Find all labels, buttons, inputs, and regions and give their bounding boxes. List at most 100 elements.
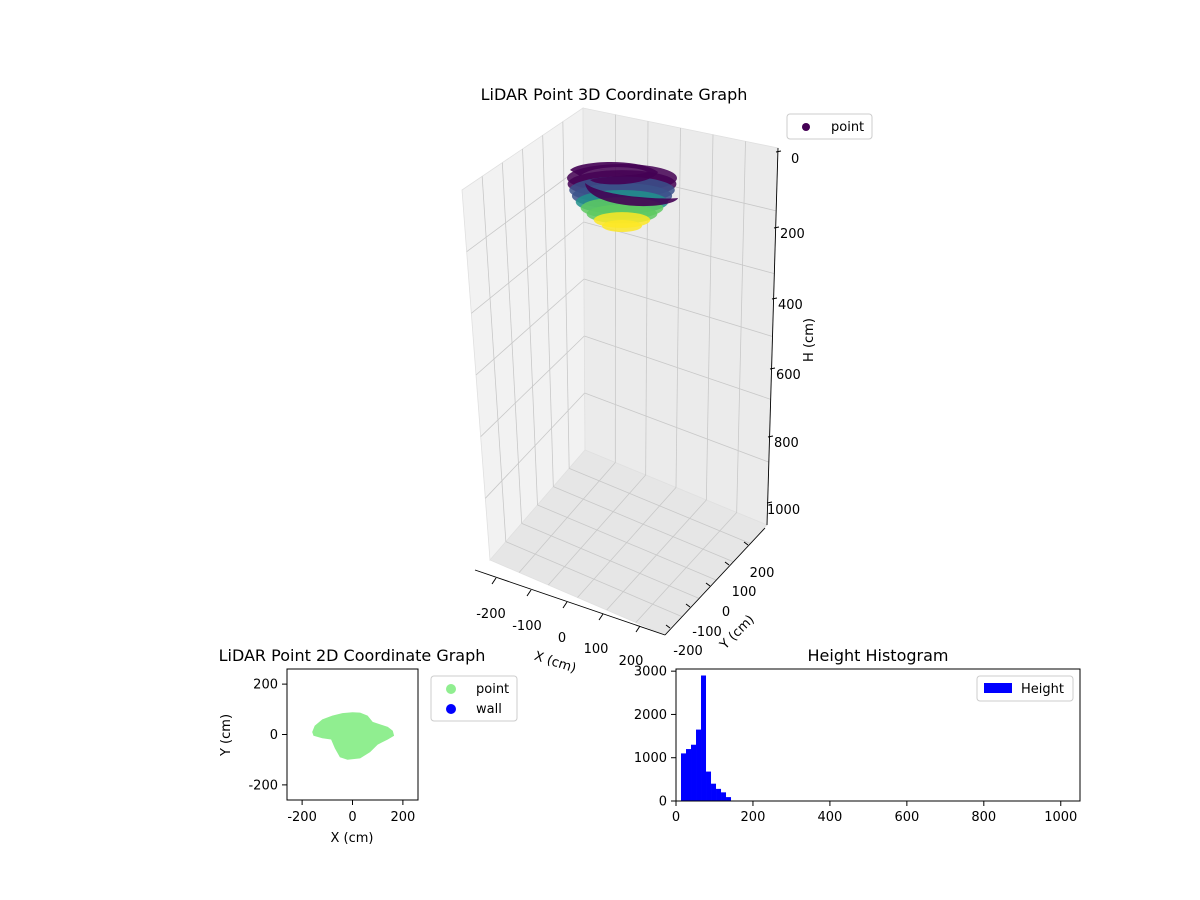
legend-box: [976, 675, 1074, 702]
y-tick-label: 2000: [634, 708, 667, 723]
ticks-2d: -200 0 200 -200 0 200: [248, 678, 415, 825]
plot-2d: -200 0 200 -200 0 200 LiDAR Point 2D Coordina…: [219, 646, 518, 846]
x-tick-mark: [562, 601, 568, 609]
x-tick-label: 200: [619, 654, 644, 669]
z-tick-mark: [769, 367, 776, 370]
y-tick-mark: [724, 561, 730, 566]
histogram-bars: [681, 675, 732, 801]
x-tick-mark: [598, 613, 604, 621]
legend-marker-wall: [446, 704, 456, 714]
legend-label: Height: [1021, 682, 1064, 697]
x-tick-label: 0: [672, 810, 680, 825]
z-tick-mark: [771, 297, 778, 300]
point-cluster-3d: [567, 162, 678, 232]
title-2d: LiDAR Point 2D Coordinate Graph: [219, 646, 486, 665]
histogram-bar: [706, 771, 712, 801]
y-axis-line: [664, 527, 766, 636]
legend-marker: [802, 123, 810, 131]
z-axis-label-3d: H (cm): [802, 318, 817, 362]
legend-label: wall: [476, 702, 502, 717]
z-tick-label: 1000: [767, 503, 800, 518]
y-tick-label: 1000: [634, 751, 667, 766]
x-tick-label: 100: [584, 642, 609, 657]
z-tick-label: 0: [791, 152, 799, 167]
grid-line: [466, 164, 584, 252]
histogram-bar: [681, 753, 687, 801]
grid-line: [471, 221, 584, 314]
y-tick-label: -200: [673, 644, 703, 659]
y-tick-mark: [705, 582, 711, 587]
z-tick-mark: [766, 501, 773, 504]
histogram-bar: [716, 788, 722, 801]
x-tick-label: -200: [287, 810, 317, 825]
grid-line: [505, 541, 683, 618]
legend-2d: point wall: [430, 675, 518, 722]
legend-hist: Height: [976, 675, 1074, 702]
grid-3d: [466, 114, 777, 623]
axes-frame-hist: [675, 668, 1081, 802]
y-ticks-3d: 200 100 0 -100 -200: [665, 541, 775, 659]
y-tick-label: 0: [659, 795, 667, 810]
x-tick-label: 400: [817, 810, 842, 825]
x-ticks-3d: -200 -100 0 100 200: [476, 577, 644, 669]
y-axis-label-2d: Y (cm): [219, 714, 234, 757]
z-ticks-3d: 0 200 400 600 800 1000: [766, 150, 805, 518]
grid-line: [480, 335, 585, 437]
y-tick-label: 0: [722, 605, 730, 620]
z-tick-mark: [775, 150, 782, 153]
point-rim-lower: [585, 183, 678, 207]
z-tick-label: 800: [774, 436, 799, 451]
grid-line: [584, 392, 769, 463]
y-tick-mark: [743, 541, 749, 546]
x-tick-mark: [491, 577, 497, 585]
x-tick-label: 600: [894, 810, 919, 825]
x-tick-mark: [635, 625, 641, 633]
x-tick-label: 0: [348, 810, 356, 825]
x-tick-label: 1000: [1044, 810, 1077, 825]
y-tick-mark: [685, 603, 691, 608]
y-tick-mark: [665, 624, 671, 629]
legend-3d: point: [786, 113, 873, 140]
legend-box: [786, 113, 873, 140]
grid-line: [583, 278, 773, 337]
legend-swatch: [984, 683, 1012, 693]
x-axis-label-2d: X (cm): [331, 831, 374, 846]
point-ring: [602, 220, 642, 232]
histogram-bar: [711, 783, 717, 801]
legend-marker-point: [446, 684, 456, 694]
x-tick-label: 200: [741, 810, 766, 825]
legend-label: point: [476, 682, 509, 697]
grid-line: [584, 335, 771, 400]
z-axis-line: [766, 147, 779, 526]
x-tick-label: 200: [390, 810, 415, 825]
z-tick-mark: [767, 435, 774, 438]
y-tick-label: 200: [750, 566, 775, 581]
y-tick-label: 0: [270, 728, 278, 743]
x-tick-label: -200: [476, 607, 506, 622]
histogram-bar: [696, 729, 702, 801]
point-rim-upper: [570, 162, 658, 185]
grid-line: [485, 392, 585, 499]
title-hist: Height Histogram: [808, 646, 949, 665]
legend-label: point: [831, 120, 864, 135]
histogram: 0 200 400 600 800 1000 0 1000 2000 3000 Height Hi…: [634, 646, 1081, 825]
x-axis-line: [474, 569, 666, 636]
point-region-2d: [312, 712, 395, 760]
plot-3d: -200 -100 0 100 200 200 100 0 -100 -200 …: [461, 85, 873, 676]
y-tick-label: 3000: [634, 665, 667, 680]
z-tick-label: 400: [778, 298, 803, 313]
histogram-bar: [721, 792, 727, 801]
histogram-bar: [686, 749, 692, 801]
z-tick-mark: [773, 226, 780, 229]
z-tick-label: 600: [776, 368, 801, 383]
y-tick-label: 100: [732, 585, 757, 600]
z-tick-label: 200: [780, 227, 805, 242]
y-tick-label: 200: [253, 678, 278, 693]
grid-line: [475, 278, 585, 376]
y-tick-label: -200: [248, 778, 278, 793]
histogram-bar: [691, 744, 697, 801]
histogram-bar: [726, 797, 732, 801]
x-tick-mark: [526, 589, 532, 597]
title-3d: LiDAR Point 3D Coordinate Graph: [481, 85, 748, 104]
